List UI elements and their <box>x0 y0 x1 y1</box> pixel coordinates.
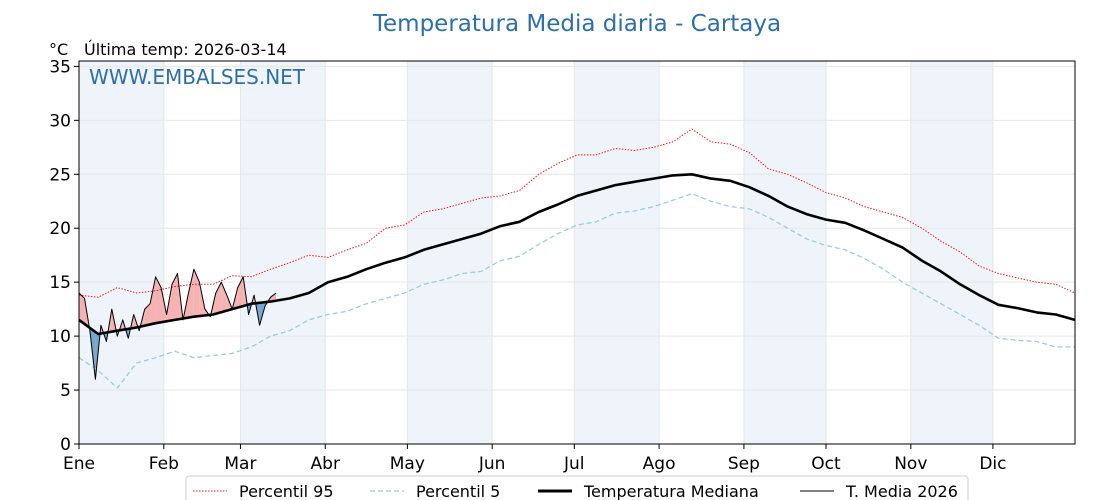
fill-above-median <box>155 276 162 324</box>
series-line-temperatura-mediana <box>78 173 1076 336</box>
x-tick-label: Sep <box>728 454 760 474</box>
month-band <box>743 61 826 444</box>
fill-above-median <box>221 282 227 313</box>
fill-above-median <box>270 293 276 302</box>
series-line-percentil-95 <box>78 128 1076 298</box>
legend: Percentil 95 Percentil 5 Temperatura Med… <box>185 475 969 500</box>
x-tick-label: Feb <box>149 454 179 474</box>
x-tick-label: May <box>390 454 425 474</box>
month-bands <box>79 61 993 444</box>
fill-above-median <box>79 293 85 324</box>
legend-label-p95: Percentil 95 <box>239 482 334 500</box>
fill-above-median <box>193 269 200 317</box>
fill-above-median <box>215 282 222 314</box>
y-axis-ticks: 0 5 10 15 20 25 30 35 <box>49 57 79 455</box>
x-tick-label: Nov <box>894 454 927 474</box>
x-axis-ticks: Ene Feb Mar Abr May Jun Jul Ago Sep Oct Nov Dic <box>63 444 1006 474</box>
y-tick-label: 20 <box>49 219 71 239</box>
month-band <box>240 61 326 444</box>
y-tick-label: 0 <box>60 435 71 455</box>
legend-box <box>185 475 969 500</box>
x-tick-label: Ene <box>63 454 95 474</box>
y-tick-label: 35 <box>49 57 71 77</box>
x-tick-label: Mar <box>224 454 256 474</box>
x-tick-label: Oct <box>811 454 841 474</box>
y-tick-label: 15 <box>49 273 71 293</box>
unit-label: °C <box>49 40 68 59</box>
y-tick-label: 25 <box>49 165 71 185</box>
fill-above-median <box>150 276 156 325</box>
series-line-t-media-2026 <box>78 268 277 380</box>
fill-above-median <box>237 276 244 308</box>
watermark: WWW.EMBALSES.NET <box>89 65 306 89</box>
x-tick-label: Jun <box>478 454 506 474</box>
last-temp-label: Última temp: 2026-03-14 <box>84 40 287 59</box>
x-tick-label: Dic <box>979 454 1006 474</box>
legend-label-p5: Percentil 5 <box>416 482 500 500</box>
y-tick-label: 10 <box>49 327 71 347</box>
y-tick-label: 5 <box>60 381 71 401</box>
fill-above-median <box>144 303 151 326</box>
series-lines <box>78 128 1076 389</box>
month-band <box>574 61 660 444</box>
legend-label-current: T. Media 2026 <box>845 482 958 500</box>
month-band <box>79 61 164 444</box>
chart-title: Temperatura Media diaria - Cartaya <box>372 11 781 37</box>
month-band <box>910 61 993 444</box>
month-band <box>407 61 493 444</box>
plot-frame <box>78 60 1076 445</box>
legend-label-median: Temperatura Mediana <box>583 482 759 500</box>
series-line-percentil-5 <box>78 193 1075 389</box>
fill-above-median <box>188 269 194 318</box>
fill-above-median <box>172 273 178 321</box>
x-tick-label: Jul <box>563 454 585 474</box>
x-tick-label: Ago <box>643 454 676 474</box>
x-tick-label: Abr <box>311 454 340 474</box>
y-tick-label: 30 <box>49 111 71 131</box>
